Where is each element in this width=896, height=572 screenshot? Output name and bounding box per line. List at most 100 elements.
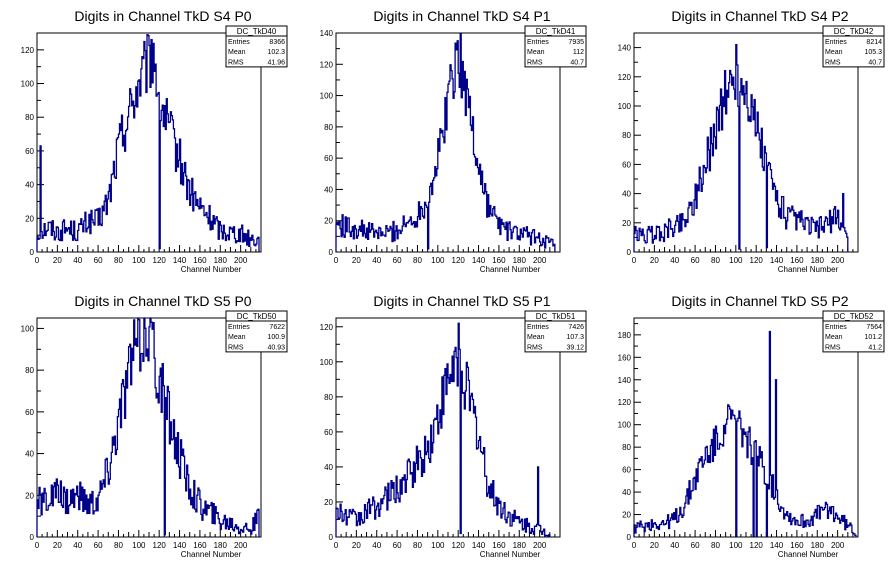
x-tick-label: 140	[472, 256, 486, 265]
y-tick-label: 180	[618, 331, 632, 340]
stats-box	[822, 25, 885, 68]
x-tick-label: 40	[73, 256, 82, 265]
x-tick-label: 0	[35, 541, 40, 550]
y-tick-label: 120	[320, 323, 334, 332]
x-tick-label: 120	[750, 256, 764, 265]
y-tick-label: 0	[30, 248, 35, 257]
y-tick-label: 140	[320, 29, 334, 38]
stats-label: RMS	[825, 344, 841, 351]
x-tick-label: 100	[431, 256, 445, 265]
y-tick-label: 100	[21, 80, 35, 89]
stats-value: 7622	[269, 324, 285, 331]
x-tick-label: 20	[352, 256, 361, 265]
x-tick-label: 80	[711, 541, 720, 550]
x-tick-label: 100	[729, 541, 743, 550]
x-tick-label: 180	[513, 256, 527, 265]
x-tick-label: 200	[831, 256, 845, 265]
stats-label: Mean	[527, 334, 545, 341]
x-tick-label: 200	[234, 541, 248, 550]
stats-value: 40.93	[267, 344, 285, 351]
y-tick-label: 120	[21, 46, 35, 55]
stats-label: RMS	[228, 59, 244, 66]
stats-value: 41.2	[868, 344, 882, 351]
histogram-title: Digits in Channel TkD S5 P0	[74, 293, 251, 309]
x-tick-label: 160	[790, 256, 804, 265]
x-axis-label: Channel Number	[778, 550, 839, 559]
x-tick-label: 200	[533, 541, 547, 550]
x-tick-label: 0	[334, 541, 339, 550]
stats-label: Entries	[825, 39, 847, 46]
stats-value: 7426	[568, 324, 584, 331]
x-tick-label: 160	[193, 541, 207, 550]
stats-box	[822, 310, 885, 353]
stats-box	[524, 25, 587, 68]
x-tick-label: 20	[53, 541, 62, 550]
stats-label: RMS	[527, 344, 543, 351]
histogram-title: Digits in Channel TkD S4 P2	[671, 8, 848, 24]
x-tick-label: 20	[352, 541, 361, 550]
y-tick-label: 120	[320, 60, 334, 69]
stats-histogram-name: DC_TkD52	[834, 312, 874, 321]
stats-value: 7935	[568, 39, 584, 46]
stats-value: 100.9	[267, 334, 285, 341]
x-tick-label: 160	[193, 256, 207, 265]
stats-histogram-name: DC_TkD50	[237, 312, 277, 321]
x-tick-label: 60	[691, 256, 700, 265]
x-tick-label: 140	[770, 256, 784, 265]
x-axis-label: Channel Number	[778, 265, 839, 274]
histogram-series-line	[633, 44, 849, 252]
x-tick-label: 80	[413, 256, 422, 265]
y-tick-label: 0	[627, 533, 632, 542]
stats-label: Entries	[228, 39, 250, 46]
y-tick-label: 60	[324, 154, 333, 163]
x-tick-label: 120	[452, 541, 466, 550]
stats-box	[225, 310, 288, 353]
x-tick-label: 180	[811, 541, 825, 550]
stats-value: 105.3	[864, 49, 882, 56]
y-tick-label: 20	[622, 511, 631, 520]
x-tick-label: 100	[729, 256, 743, 265]
y-tick-label: 60	[622, 466, 631, 475]
y-tick-label: 0	[329, 533, 334, 542]
x-tick-label: 80	[114, 256, 123, 265]
y-tick-label: 80	[324, 393, 333, 402]
x-tick-label: 200	[234, 256, 248, 265]
histogram-series-line	[335, 322, 551, 537]
y-tick-label: 80	[25, 366, 34, 375]
y-tick-label: 40	[25, 450, 34, 459]
y-tick-label: 80	[324, 123, 333, 132]
y-tick-label: 80	[622, 443, 631, 452]
y-tick-label: 60	[25, 147, 34, 156]
y-tick-label: 120	[618, 73, 632, 82]
y-tick-label: 40	[324, 463, 333, 472]
x-tick-label: 120	[153, 541, 167, 550]
histogram-series-line	[335, 33, 556, 252]
stats-box	[225, 25, 288, 68]
y-tick-label: 60	[25, 408, 34, 417]
stats-histogram-name: DC_TkD51	[536, 312, 576, 321]
x-tick-label: 160	[492, 541, 506, 550]
y-tick-label: 100	[320, 92, 334, 101]
x-tick-label: 40	[372, 256, 381, 265]
x-tick-label: 100	[132, 541, 146, 550]
x-tick-label: 0	[35, 256, 40, 265]
y-tick-label: 100	[320, 358, 334, 367]
stats-value: 7564	[866, 324, 882, 331]
x-tick-label: 0	[632, 256, 637, 265]
stats-label: RMS	[527, 59, 543, 66]
x-tick-label: 140	[173, 541, 187, 550]
x-tick-label: 60	[393, 541, 402, 550]
x-tick-label: 180	[513, 541, 527, 550]
histogram-panel: Digits in Channel TkD S4 P1 0 20 40 60 80 100 1…	[320, 8, 587, 274]
y-tick-label: 160	[618, 353, 632, 362]
stats-label: Mean	[527, 49, 545, 56]
x-tick-label: 120	[452, 256, 466, 265]
x-tick-label: 20	[53, 256, 62, 265]
x-tick-label: 140	[173, 256, 187, 265]
x-tick-label: 0	[632, 541, 637, 550]
histogram-panel: Digits in Channel TkD S5 P0 0 20 40 60 80 100 0…	[21, 293, 288, 559]
x-axis-label: Channel Number	[480, 265, 541, 274]
histogram-title: Digits in Channel TkD S5 P1	[373, 293, 550, 309]
histogram-series-line	[36, 317, 260, 537]
histogram-panel: Digits in Channel TkD S4 P0 0 20 40 60 80 100 1…	[21, 8, 288, 274]
